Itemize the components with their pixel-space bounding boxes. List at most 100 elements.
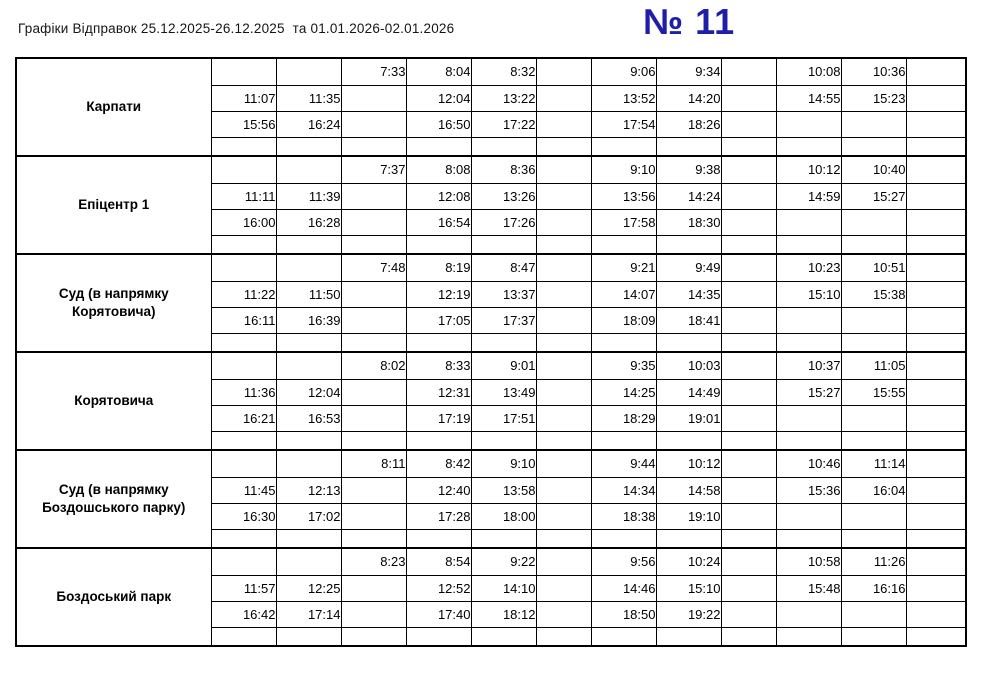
empty-time-cell: [905, 626, 967, 647]
empty-time-cell: [275, 234, 342, 255]
empty-time-cell: [275, 351, 342, 380]
empty-time-cell: [775, 528, 842, 549]
empty-time-cell: [720, 404, 777, 432]
departure-time-cell: 10:23: [775, 253, 842, 282]
empty-time-cell: [470, 136, 537, 157]
departure-time-cell: 9:06: [590, 57, 657, 86]
departure-time-cell: 17:22: [470, 110, 537, 138]
empty-time-cell: [655, 528, 722, 549]
departure-time-cell: 13:56: [590, 182, 657, 210]
departure-time-cell: 11:14: [840, 449, 907, 478]
empty-time-cell: [905, 280, 967, 308]
empty-time-cell: [840, 306, 907, 334]
empty-time-cell: [340, 306, 407, 334]
empty-time-cell: [720, 155, 777, 184]
empty-time-cell: [470, 430, 537, 451]
departure-time-cell: 9:10: [470, 449, 537, 478]
departure-time-cell: 7:37: [340, 155, 407, 184]
empty-time-cell: [720, 182, 777, 210]
departure-time-cell: 17:05: [405, 306, 472, 334]
station-name: Карпати: [15, 57, 212, 157]
empty-time-cell: [720, 502, 777, 530]
empty-time-cell: [840, 404, 907, 432]
empty-time-cell: [905, 449, 967, 478]
departure-time-cell: 13:22: [470, 84, 537, 112]
empty-time-cell: [535, 351, 592, 380]
departure-time-cell: 14:24: [655, 182, 722, 210]
departure-time-cell: 16:21: [210, 404, 277, 432]
departure-time-cell: 17:54: [590, 110, 657, 138]
empty-time-cell: [535, 110, 592, 138]
empty-time-cell: [720, 626, 777, 647]
departure-time-cell: 15:10: [775, 280, 842, 308]
empty-time-cell: [210, 351, 277, 380]
station-name: Епіцентр 1: [15, 155, 212, 255]
departure-time-cell: 9:22: [470, 547, 537, 576]
empty-time-cell: [840, 332, 907, 353]
departure-time-cell: 14:10: [470, 574, 537, 602]
empty-time-cell: [720, 110, 777, 138]
departure-time-cell: 10:24: [655, 547, 722, 576]
departure-time-cell: 11:07: [210, 84, 277, 112]
departure-time-cell: 19:10: [655, 502, 722, 530]
departure-time-cell: 18:50: [590, 600, 657, 628]
empty-time-cell: [775, 404, 842, 432]
empty-time-cell: [840, 528, 907, 549]
empty-time-cell: [905, 351, 967, 380]
empty-time-cell: [405, 626, 472, 647]
empty-time-cell: [340, 110, 407, 138]
empty-time-cell: [210, 430, 277, 451]
empty-time-cell: [210, 547, 277, 576]
departure-time-cell: 8:36: [470, 155, 537, 184]
departure-time-cell: 17:02: [275, 502, 342, 530]
empty-time-cell: [340, 234, 407, 255]
empty-time-cell: [775, 430, 842, 451]
empty-time-cell: [720, 528, 777, 549]
departure-time-cell: 12:13: [275, 476, 342, 504]
empty-time-cell: [275, 332, 342, 353]
empty-time-cell: [210, 57, 277, 86]
empty-time-cell: [720, 280, 777, 308]
empty-time-cell: [775, 234, 842, 255]
empty-time-cell: [405, 332, 472, 353]
empty-time-cell: [590, 528, 657, 549]
empty-time-cell: [905, 378, 967, 406]
departure-time-cell: 13:52: [590, 84, 657, 112]
departure-time-cell: 18:30: [655, 208, 722, 236]
empty-time-cell: [720, 84, 777, 112]
empty-time-cell: [210, 528, 277, 549]
empty-time-cell: [535, 280, 592, 308]
departure-time-cell: 12:31: [405, 378, 472, 406]
station-name: Суд (в напрямку Корятовича): [15, 253, 212, 353]
empty-time-cell: [775, 502, 842, 530]
empty-time-cell: [905, 234, 967, 255]
departure-time-cell: 16:28: [275, 208, 342, 236]
empty-time-cell: [905, 57, 967, 86]
departure-time-cell: 8:32: [470, 57, 537, 86]
empty-time-cell: [905, 332, 967, 353]
departure-time-cell: 19:01: [655, 404, 722, 432]
empty-time-cell: [470, 626, 537, 647]
departure-time-cell: 12:04: [275, 378, 342, 406]
departure-time-cell: 18:00: [470, 502, 537, 530]
empty-time-cell: [275, 547, 342, 576]
empty-time-cell: [905, 253, 967, 282]
empty-time-cell: [720, 208, 777, 236]
empty-time-cell: [340, 332, 407, 353]
empty-time-cell: [655, 332, 722, 353]
station-name: Боздоський парк: [15, 547, 212, 647]
departure-time-cell: 13:58: [470, 476, 537, 504]
departure-time-cell: 11:35: [275, 84, 342, 112]
departure-time-cell: 15:27: [775, 378, 842, 406]
departure-time-cell: 16:00: [210, 208, 277, 236]
empty-time-cell: [590, 430, 657, 451]
empty-time-cell: [840, 136, 907, 157]
empty-time-cell: [905, 136, 967, 157]
empty-time-cell: [905, 528, 967, 549]
empty-time-cell: [720, 306, 777, 334]
empty-time-cell: [840, 600, 907, 628]
empty-time-cell: [590, 234, 657, 255]
empty-time-cell: [590, 136, 657, 157]
empty-time-cell: [720, 136, 777, 157]
empty-time-cell: [840, 110, 907, 138]
